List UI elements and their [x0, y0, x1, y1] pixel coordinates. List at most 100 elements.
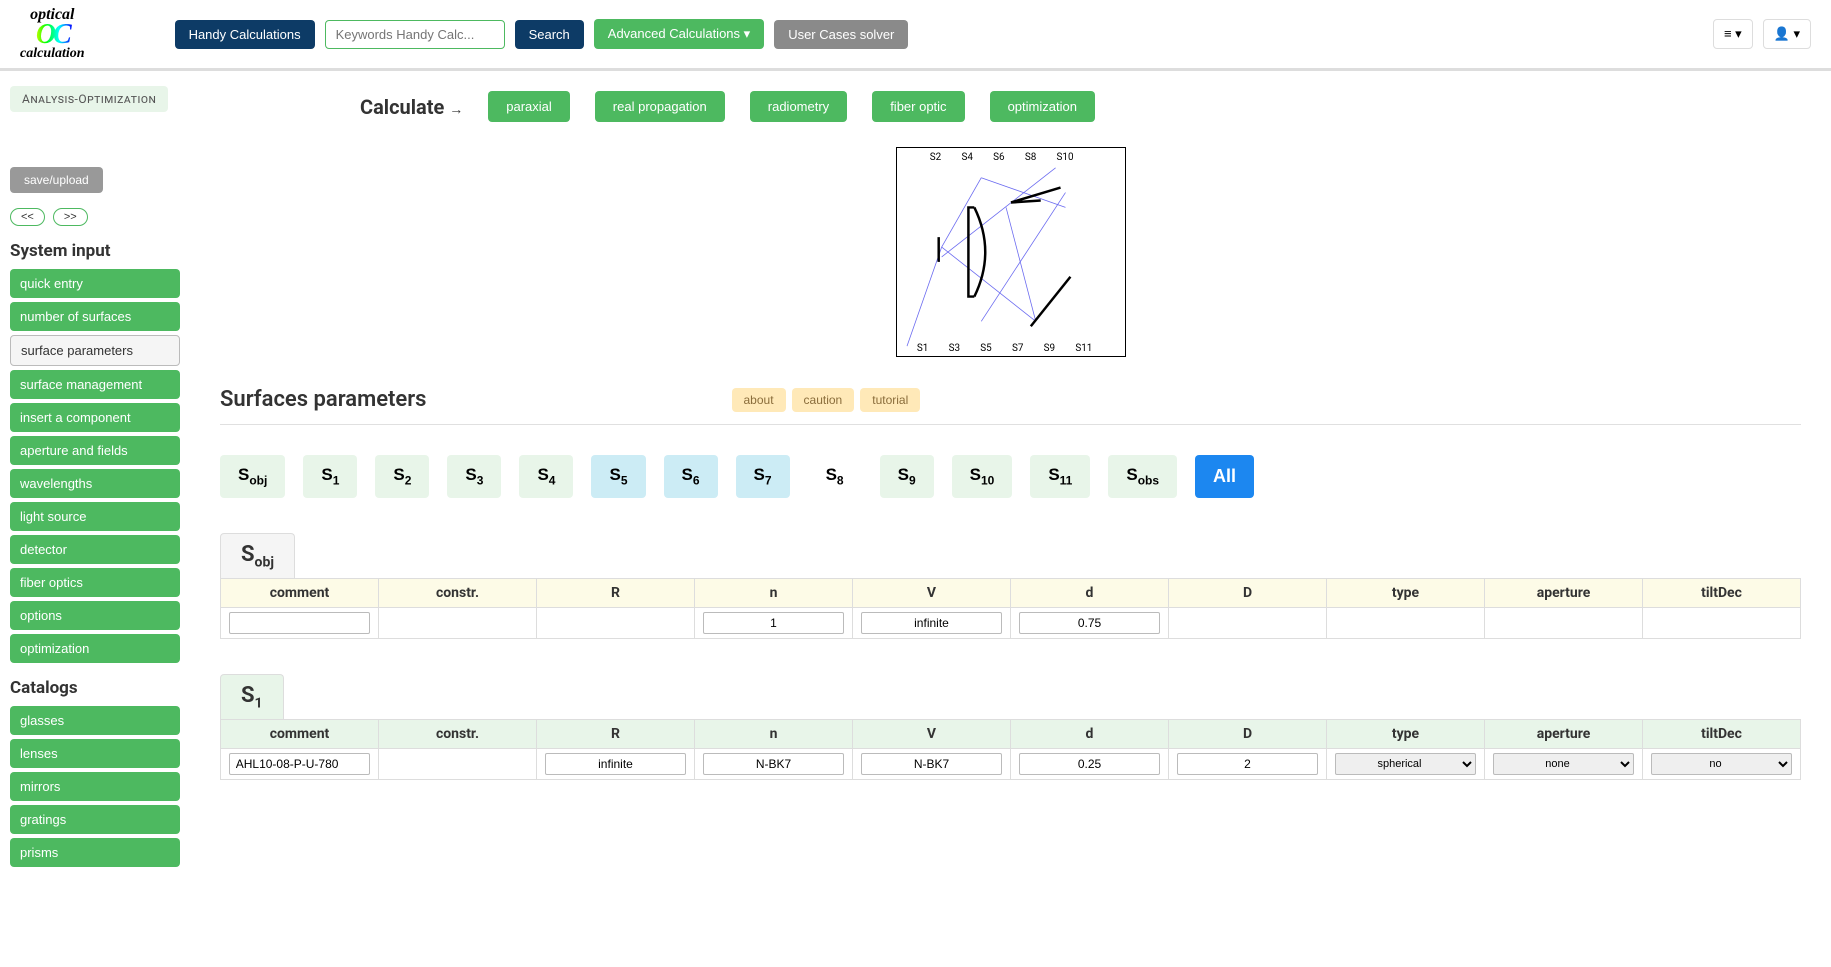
calc-radiometry-button[interactable]: radiometry	[750, 91, 847, 122]
s1-heading: S1	[220, 674, 284, 719]
tab-s6[interactable]: S6	[664, 455, 718, 497]
catalogs-heading: Catalogs	[10, 678, 180, 698]
about-button[interactable]: about	[732, 388, 786, 412]
tab-sobs[interactable]: Sobs	[1108, 455, 1177, 497]
sidebar-item-light-source[interactable]: light source	[10, 502, 180, 531]
advanced-calc-button[interactable]: Advanced Calculations ▾	[594, 19, 764, 49]
table-row	[221, 607, 1801, 638]
col-V: V	[853, 578, 1011, 607]
nav-prev-button[interactable]: <<	[10, 208, 45, 226]
tutorial-button[interactable]: tutorial	[860, 388, 920, 412]
logo[interactable]: optical OC calculation	[20, 8, 85, 60]
col-n: n	[695, 720, 853, 749]
s1-aperture-select[interactable]: none	[1493, 753, 1635, 775]
calc-real-prop-button[interactable]: real propagation	[595, 91, 725, 122]
col-aperture: aperture	[1485, 720, 1643, 749]
sidebar-item-surface-mgmt[interactable]: surface management	[10, 370, 180, 399]
col-comment: comment	[221, 720, 379, 749]
tab-s4[interactable]: S4	[519, 455, 573, 497]
s1-D-input[interactable]	[1177, 753, 1319, 775]
col-type: type	[1327, 578, 1485, 607]
col-tiltdec: tiltDec	[1643, 578, 1801, 607]
analysis-badge: Analysis-Optimization	[10, 86, 168, 112]
sidebar-item-fiber-optics[interactable]: fiber optics	[10, 568, 180, 597]
sidebar-item-quick-entry[interactable]: quick entry	[10, 269, 180, 298]
tab-s10[interactable]: S10	[952, 455, 1013, 497]
sobj-V-input[interactable]	[861, 612, 1003, 634]
svg-text:S7: S7	[1011, 343, 1023, 354]
tab-s2[interactable]: S2	[375, 455, 429, 497]
search-button[interactable]: Search	[515, 20, 584, 49]
svg-text:S8: S8	[1024, 152, 1036, 163]
tab-sobj[interactable]: Sobj	[220, 455, 285, 497]
col-d: d	[1011, 720, 1169, 749]
caution-button[interactable]: caution	[792, 388, 855, 412]
col-R: R	[537, 720, 695, 749]
sidebar-item-surface-params[interactable]: surface parameters	[10, 335, 180, 366]
sobj-d-input[interactable]	[1019, 612, 1161, 634]
s1-R-input[interactable]	[545, 753, 687, 775]
s1-n-input[interactable]	[703, 753, 845, 775]
handy-calc-button[interactable]: Handy Calculations	[175, 20, 315, 49]
sidebar-item-wavelengths[interactable]: wavelengths	[10, 469, 180, 498]
svg-text:S5: S5	[980, 343, 992, 354]
sidebar-item-insert-comp[interactable]: insert a component	[10, 403, 180, 432]
sidebar-item-detector[interactable]: detector	[10, 535, 180, 564]
col-d: d	[1011, 578, 1169, 607]
user-cases-button[interactable]: User Cases solver	[774, 20, 908, 49]
s1-V-input[interactable]	[861, 753, 1003, 775]
calc-fiber-optic-button[interactable]: fiber optic	[872, 91, 964, 122]
col-V: V	[853, 720, 1011, 749]
svg-text:S6: S6	[993, 152, 1005, 163]
tab-s9[interactable]: S9	[880, 455, 934, 497]
s1-tiltdec-select[interactable]: no	[1651, 753, 1793, 775]
tab-s8[interactable]: S8	[808, 455, 862, 497]
tab-s3[interactable]: S3	[447, 455, 501, 497]
tab-s11[interactable]: S11	[1030, 455, 1090, 497]
s1-comment-input[interactable]	[229, 753, 371, 775]
svg-text:S11: S11	[1075, 343, 1092, 354]
col-constr: constr.	[379, 720, 537, 749]
col-comment: comment	[221, 578, 379, 607]
sidebar-item-options[interactable]: options	[10, 601, 180, 630]
tab-s5[interactable]: S5	[591, 455, 645, 497]
calc-optimization-button[interactable]: optimization	[990, 91, 1095, 122]
col-constr: constr.	[379, 578, 537, 607]
sidebar-item-optimization[interactable]: optimization	[10, 634, 180, 663]
svg-text:S10: S10	[1056, 152, 1073, 163]
col-aperture: aperture	[1485, 578, 1643, 607]
sidebar-item-lenses[interactable]: lenses	[10, 739, 180, 768]
calc-paraxial-button[interactable]: paraxial	[488, 91, 570, 122]
section-title: Surfaces parameters	[220, 387, 427, 412]
svg-text:S1: S1	[916, 343, 927, 354]
search-input[interactable]	[325, 20, 505, 49]
save-upload-button[interactable]: save/upload	[10, 167, 103, 193]
sidebar-item-gratings[interactable]: gratings	[10, 805, 180, 834]
user-icon-button[interactable]: 👤 ▾	[1763, 19, 1811, 49]
menu-icon-button[interactable]: ≡ ▾	[1713, 19, 1753, 49]
sobj-comment-input[interactable]	[229, 612, 371, 634]
sobj-n-input[interactable]	[703, 612, 845, 634]
tab-s7[interactable]: S7	[736, 455, 790, 497]
col-type: type	[1327, 720, 1485, 749]
tab-s1[interactable]: S1	[303, 455, 357, 497]
nav-next-button[interactable]: >>	[53, 208, 88, 226]
svg-text:S9: S9	[1043, 343, 1054, 354]
sobj-heading: Sobj	[220, 533, 295, 578]
s1-d-input[interactable]	[1019, 753, 1161, 775]
sidebar-item-mirrors[interactable]: mirrors	[10, 772, 180, 801]
sidebar-item-num-surfaces[interactable]: number of surfaces	[10, 302, 180, 331]
system-input-heading: System input	[10, 241, 180, 261]
col-D: D	[1169, 720, 1327, 749]
sidebar-item-prisms[interactable]: prisms	[10, 838, 180, 867]
optical-diagram: S2 S4 S6 S8 S10 S1 S3 S5 S7 S9 S11	[896, 147, 1126, 357]
sidebar-item-aperture-fields[interactable]: aperture and fields	[10, 436, 180, 465]
table-row: spherical none no	[221, 749, 1801, 780]
col-D: D	[1169, 578, 1327, 607]
s1-type-select[interactable]: spherical	[1335, 753, 1477, 775]
tab-all[interactable]: All	[1195, 455, 1254, 497]
col-R: R	[537, 578, 695, 607]
svg-text:S4: S4	[961, 152, 973, 163]
sidebar-item-glasses[interactable]: glasses	[10, 706, 180, 735]
svg-text:S3: S3	[948, 343, 959, 354]
